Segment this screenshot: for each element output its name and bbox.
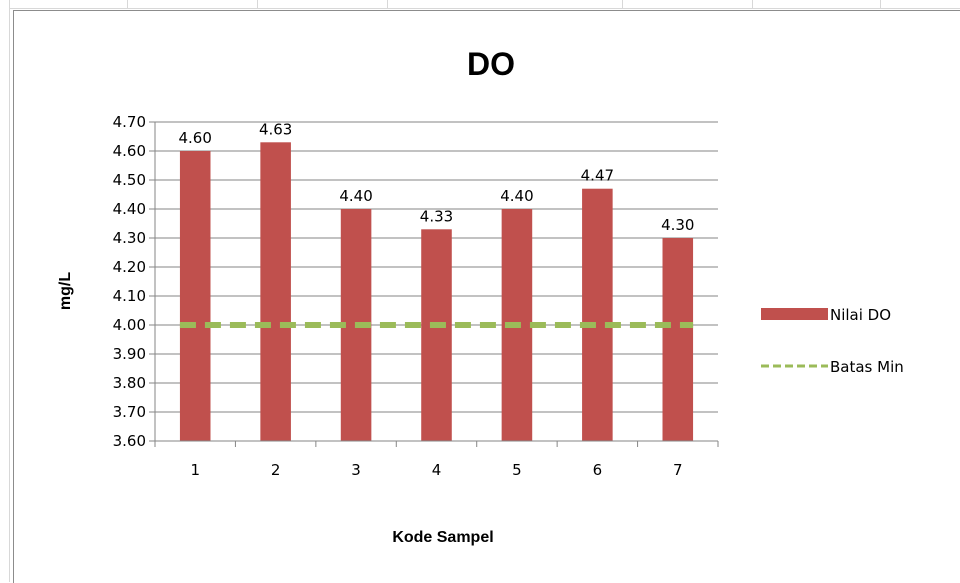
data-label: 4.63	[259, 120, 292, 138]
bar	[179, 151, 211, 441]
spreadsheet-row-header-strip	[0, 0, 10, 582]
spreadsheet-column-header-strip	[0, 0, 960, 9]
y-tick-label: 4.20	[113, 258, 146, 276]
y-tick-label: 4.60	[113, 142, 146, 160]
bar	[260, 142, 291, 442]
column-divider	[127, 0, 128, 8]
data-label: 4.30	[661, 216, 694, 234]
y-tick-label: 4.70	[113, 113, 146, 131]
y-tick-label: 4.30	[113, 229, 146, 247]
y-tick-label: 3.80	[113, 374, 146, 392]
bar	[421, 229, 452, 441]
axes: 3.60 3.70 3.80 3.90 4.00 4.10 4.20 4.30 4.40 4.50…	[113, 113, 719, 479]
column-divider	[257, 0, 258, 8]
y-tick-label: 3.90	[113, 345, 146, 363]
x-tick-label: 3	[351, 461, 361, 479]
y-tick-label: 4.40	[113, 200, 146, 218]
chart-area[interactable]: DO mg/L Kode Sampel 3.60 3.70 3.80 3.90 4.00…	[13, 10, 960, 583]
legend-label-batas-min: Batas Min	[830, 358, 904, 376]
bar	[582, 188, 613, 441]
x-tick-label: 1	[190, 461, 200, 479]
column-divider	[622, 0, 623, 8]
x-axis-title: Kode Sampel	[392, 529, 493, 546]
chart-title: DO	[467, 46, 515, 82]
column-divider	[880, 0, 881, 8]
y-axis-title: mg/L	[57, 272, 74, 310]
x-tick-label: 5	[512, 461, 522, 479]
data-label: 4.40	[500, 187, 533, 205]
data-label: 4.40	[339, 187, 372, 205]
do-chart-svg: DO mg/L Kode Sampel 3.60 3.70 3.80 3.90 4.00…	[57, 46, 904, 546]
column-divider	[752, 0, 753, 8]
column-divider	[387, 0, 388, 8]
data-label: 4.33	[420, 207, 453, 225]
legend-swatch-nilai-do	[761, 308, 828, 320]
y-tick-label: 3.70	[113, 403, 146, 421]
x-tick-label: 2	[271, 461, 281, 479]
data-labels: 4.60 4.63 4.40 4.33 4.40 4.47 4.30	[179, 120, 695, 234]
x-tick-label: 6	[593, 461, 603, 479]
legend-label-nilai-do: Nilai DO	[830, 306, 891, 324]
y-tick-label: 4.00	[113, 316, 146, 334]
legend: Nilai DO Batas Min	[761, 306, 904, 376]
y-tick-label: 4.50	[113, 171, 146, 189]
data-label: 4.60	[179, 129, 212, 147]
y-tick-label: 3.60	[113, 432, 146, 450]
y-tick-label: 4.10	[113, 287, 146, 305]
bars	[179, 142, 694, 442]
data-label: 4.47	[581, 167, 614, 185]
bar	[662, 238, 694, 441]
x-tick-label: 4	[432, 461, 442, 479]
x-tick-label: 7	[673, 461, 683, 479]
